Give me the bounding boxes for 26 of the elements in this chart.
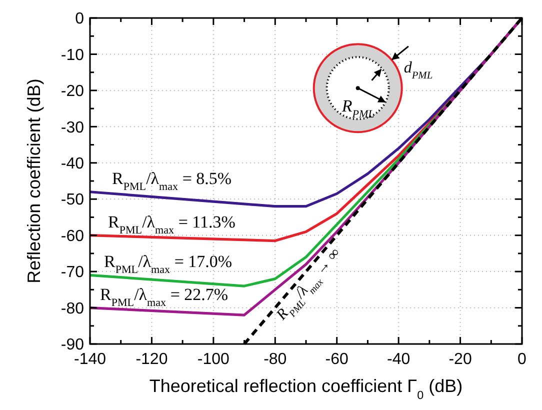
x-tick-label: -60 — [325, 351, 349, 368]
x-axis-title: Theoretical reflection coefficient Γ$_{0}$ (dB) — [149, 376, 463, 402]
y-tick-label: -80 — [60, 300, 84, 318]
annotation: R$_{PML}$ — [340, 96, 374, 120]
series-label: R$_{PML}$/λ$_{max}$ = 22.7% — [100, 284, 228, 309]
y-tick-label: -30 — [60, 119, 84, 136]
x-tick-label: -40 — [387, 351, 410, 368]
x-tick-label: -20 — [448, 351, 472, 368]
x-tick-label: -100 — [197, 351, 230, 368]
y-tick-label: -50 — [60, 192, 84, 209]
x-tick-label: -140 — [74, 351, 106, 368]
series-label: R$_{PML}$/λ$_{max}$ = 17.0% — [104, 252, 232, 276]
y-tick-label: -40 — [60, 155, 84, 172]
y-tick-label: -20 — [60, 83, 84, 100]
y-tick-label: -10 — [60, 46, 84, 64]
series-label: R$_{PML}$/λ$_{max}$ = 11.3% — [108, 212, 236, 236]
y-axis-title: Reflection coefficient (dB) — [24, 78, 44, 284]
x-tick-label: 0 — [518, 351, 527, 368]
series-label: R$_{PML}$/λ$_{max}$ = 8.5% — [112, 168, 232, 193]
x-tick-label: -80 — [264, 351, 287, 368]
annotation: d$_{PML}$ — [404, 60, 433, 82]
y-tick-label: -60 — [60, 228, 84, 245]
y-tick-label: 0 — [75, 10, 84, 28]
y-tick-label: -70 — [60, 264, 84, 282]
y-tick-label: -90 — [60, 336, 84, 354]
x-tick-label: -120 — [136, 351, 168, 368]
